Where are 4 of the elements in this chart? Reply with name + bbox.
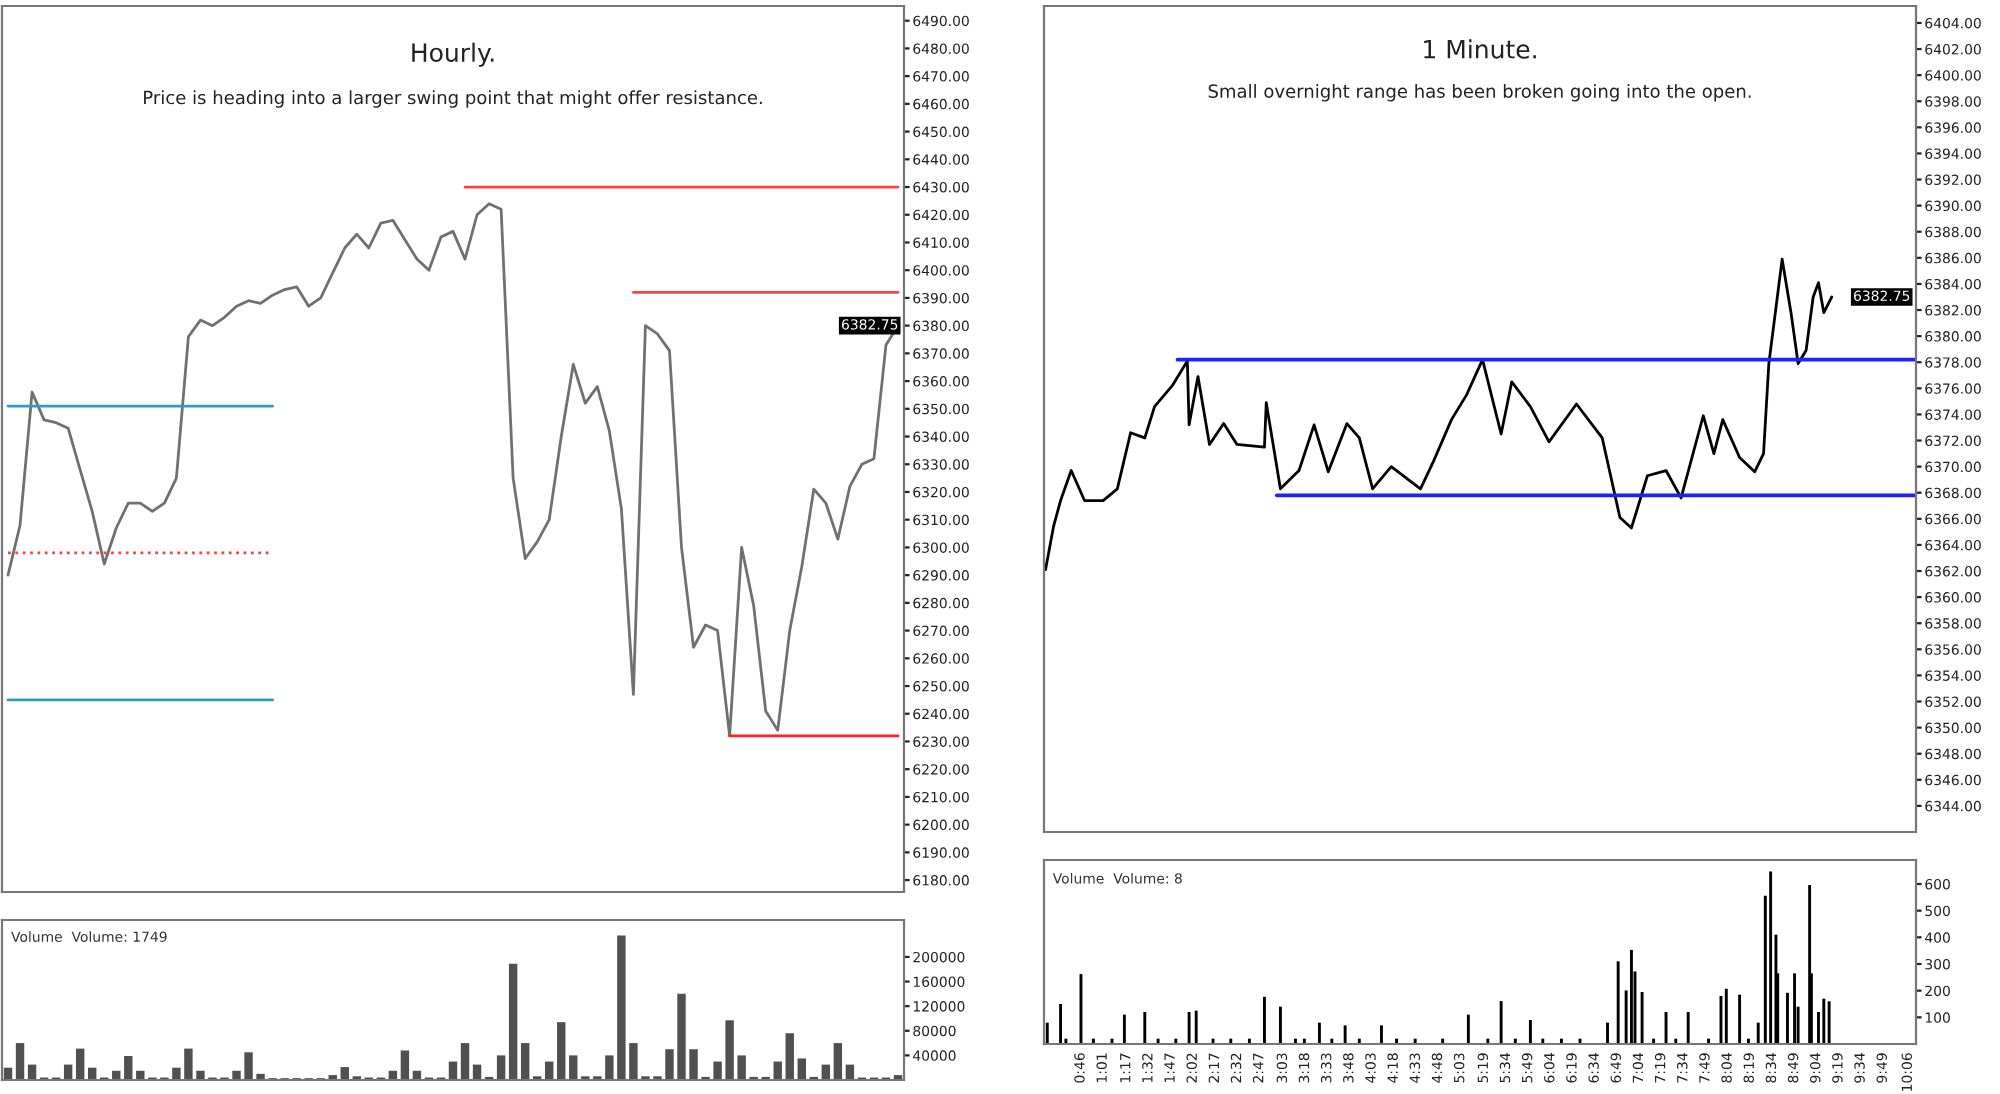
text: Small overnight range has been broken going into the open. [1208, 83, 1751, 102]
text: Hourly. [412, 42, 494, 67]
text: 1 Minute. [1424, 39, 1536, 59]
text: Price is heading into a larger swing point that might offer resistance. [144, 90, 762, 108]
